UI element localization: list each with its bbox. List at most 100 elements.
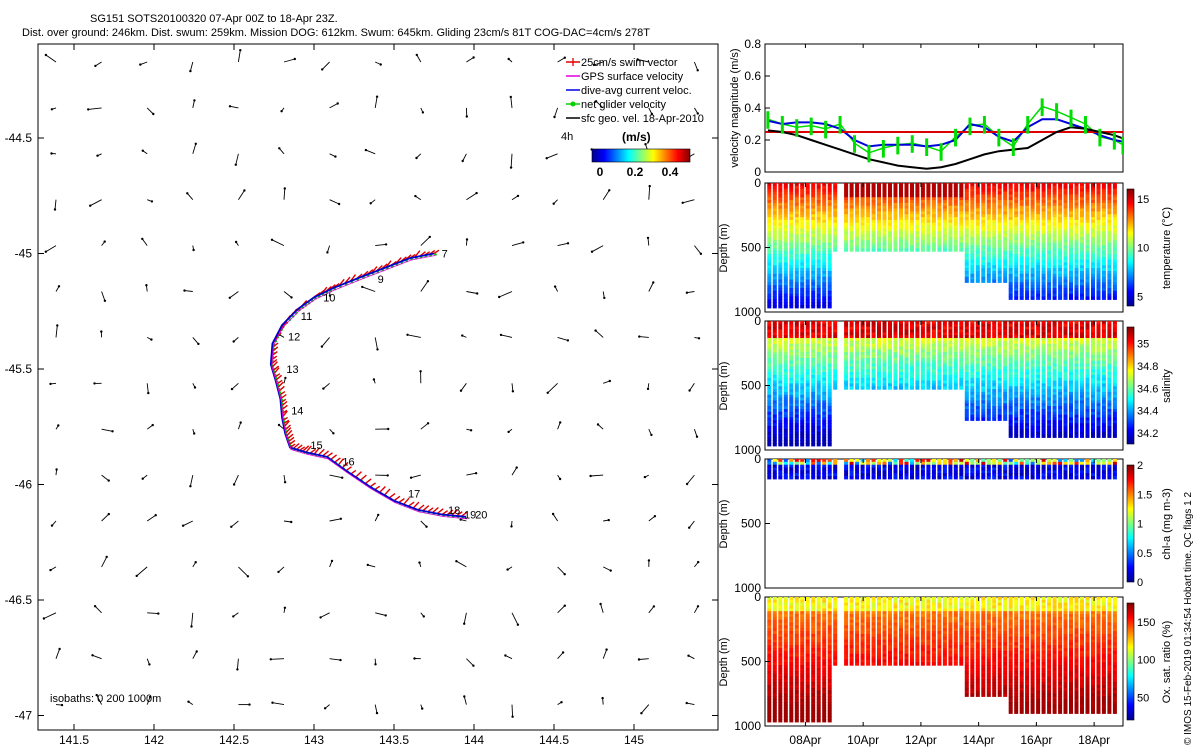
- section-sample: [767, 423, 772, 427]
- day-label-10: 10: [323, 292, 335, 304]
- current-arrow-head: [150, 200, 154, 203]
- section-sample: [844, 242, 849, 246]
- section-sample: [1101, 194, 1106, 198]
- map-y-tick-label: -46: [15, 478, 33, 492]
- section-sample: [789, 443, 794, 447]
- section-sample: [904, 214, 909, 218]
- section-sample: [855, 217, 860, 221]
- section-sample: [986, 276, 991, 281]
- section-sample: [1063, 279, 1068, 283]
- section-sample: [1101, 214, 1106, 218]
- section-sample: [882, 200, 887, 204]
- section-sample: [866, 374, 871, 379]
- section-sample: [778, 380, 783, 384]
- section-sample: [1036, 259, 1041, 263]
- section-sample: [893, 369, 898, 373]
- section-sample: [1101, 225, 1106, 229]
- section-sample: [833, 234, 838, 238]
- section-sample: [970, 355, 975, 359]
- section-sample: [1047, 360, 1052, 365]
- section-sample: [1112, 259, 1117, 263]
- section-sample: [1052, 214, 1057, 218]
- section-sample: [800, 329, 805, 333]
- section-sample: [1041, 323, 1046, 328]
- section-sample: [981, 253, 986, 258]
- section-sample: [844, 200, 849, 204]
- current-arrow-head: [60, 703, 64, 707]
- section-sample: [882, 363, 887, 367]
- section-sample: [882, 242, 887, 246]
- section-sample: [794, 191, 799, 195]
- section-sample: [1025, 335, 1030, 339]
- section-sample: [899, 234, 903, 238]
- section-sample: [767, 335, 772, 339]
- section-sample: [1041, 406, 1046, 410]
- section-sample: [1085, 197, 1090, 201]
- section-sample: [1052, 369, 1057, 373]
- section-sample: [986, 248, 991, 252]
- section-sample: [959, 340, 964, 345]
- section-sample: [800, 236, 805, 241]
- section-sample: [888, 343, 892, 348]
- section-sample: [964, 380, 969, 384]
- section-sample: [1091, 332, 1095, 336]
- section-sample: [816, 329, 821, 333]
- section-sample: [811, 197, 816, 201]
- section-sample: [920, 321, 925, 325]
- section-sample: [855, 225, 860, 229]
- section-sample: [1052, 389, 1057, 393]
- section-sample: [931, 183, 936, 187]
- section-sample: [1008, 338, 1013, 342]
- section-sample: [1069, 366, 1073, 370]
- section-sample: [805, 282, 810, 286]
- section-sample: [1047, 391, 1052, 396]
- section-sample: [899, 380, 903, 384]
- section-sample: [811, 426, 816, 430]
- section-sample: [937, 369, 942, 373]
- section-sample: [767, 346, 772, 350]
- current-arrow: [511, 704, 514, 717]
- section-sample: [1030, 234, 1035, 238]
- section-sample: [855, 383, 860, 387]
- section-sample: [1091, 256, 1095, 261]
- section-sample: [953, 346, 958, 350]
- section-sample: [1025, 219, 1030, 224]
- section-sample: [964, 262, 969, 266]
- swim-vector: [398, 498, 405, 504]
- section-sample: [816, 426, 821, 430]
- section-sample: [1008, 349, 1013, 353]
- section-sample: [1041, 355, 1046, 359]
- section-sample: [1036, 323, 1041, 328]
- section-sample: [1096, 228, 1101, 232]
- section-sample: [811, 428, 816, 433]
- section-sample: [1096, 288, 1101, 292]
- section-sample: [860, 329, 865, 333]
- section-sample: [778, 231, 783, 235]
- section-sample: [1036, 214, 1041, 218]
- section-sample: [888, 321, 892, 325]
- section-sample: [1058, 406, 1063, 410]
- section-sample: [1014, 268, 1019, 272]
- section-sample: [1091, 340, 1095, 345]
- section-sample: [866, 377, 871, 382]
- section-sample: [767, 239, 772, 244]
- section-sample: [1008, 434, 1013, 438]
- section-sample: [1069, 279, 1073, 283]
- section-sample: [833, 326, 838, 331]
- section-sample: [915, 208, 920, 212]
- section-sample: [1025, 259, 1030, 263]
- section-sample: [1069, 423, 1073, 427]
- section-sample: [811, 403, 816, 407]
- section-sample: [849, 335, 854, 339]
- section-sample: [1052, 211, 1057, 215]
- section-sample: [1052, 262, 1057, 266]
- section-sample: [789, 340, 794, 345]
- section-sample: [794, 366, 799, 370]
- section-sample: [1036, 426, 1041, 430]
- section-sample: [1019, 245, 1024, 249]
- section-sample: [1019, 321, 1024, 325]
- section-sample: [1014, 369, 1019, 373]
- section-sample: [920, 248, 925, 252]
- section-sample: [937, 366, 942, 370]
- section-sample: [899, 214, 903, 218]
